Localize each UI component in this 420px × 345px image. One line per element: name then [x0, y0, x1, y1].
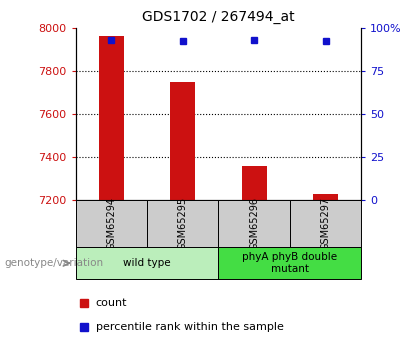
Bar: [76, 247, 218, 279]
Bar: [170, 81, 195, 200]
Title: GDS1702 / 267494_at: GDS1702 / 267494_at: [142, 10, 295, 24]
Bar: [290, 200, 361, 247]
Bar: [218, 200, 290, 247]
Text: percentile rank within the sample: percentile rank within the sample: [96, 323, 284, 333]
Bar: [76, 200, 147, 247]
Text: genotype/variation: genotype/variation: [4, 258, 103, 268]
Text: GSM65295: GSM65295: [178, 197, 188, 250]
Bar: [241, 166, 267, 200]
Text: phyA phyB double
mutant: phyA phyB double mutant: [242, 252, 337, 274]
Text: GSM65296: GSM65296: [249, 197, 259, 250]
Text: GSM65294: GSM65294: [106, 197, 116, 250]
Text: GSM65297: GSM65297: [320, 197, 331, 250]
Bar: [218, 247, 361, 279]
Text: count: count: [96, 298, 127, 308]
Bar: [99, 36, 124, 200]
Text: wild type: wild type: [123, 258, 171, 268]
Bar: [147, 200, 218, 247]
Bar: [313, 194, 338, 200]
